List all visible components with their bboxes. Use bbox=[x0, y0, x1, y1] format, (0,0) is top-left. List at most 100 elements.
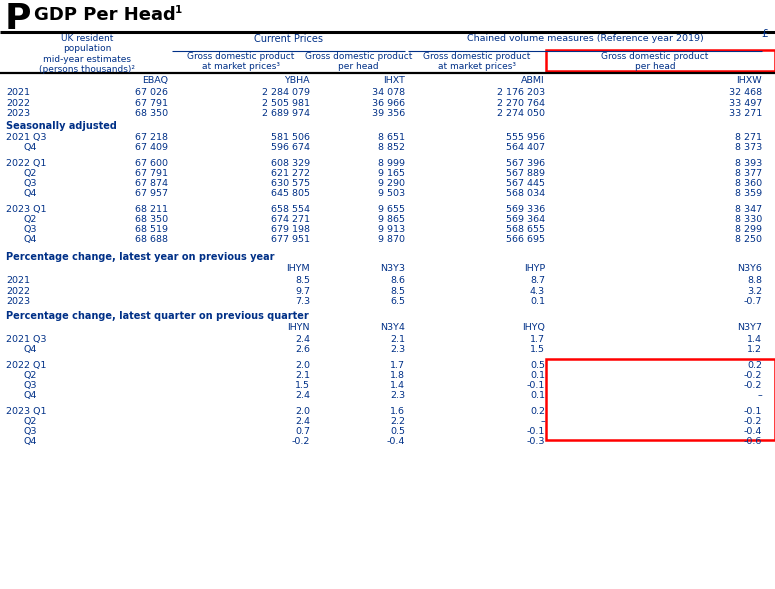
Text: 2.0: 2.0 bbox=[295, 361, 310, 370]
Text: 568 034: 568 034 bbox=[506, 189, 545, 198]
Text: 8 271: 8 271 bbox=[735, 133, 762, 142]
Text: 2022: 2022 bbox=[6, 98, 30, 108]
Text: 8.5: 8.5 bbox=[295, 276, 310, 285]
Text: 8 360: 8 360 bbox=[735, 179, 762, 188]
Text: 1.7: 1.7 bbox=[390, 361, 405, 370]
Text: YBHA: YBHA bbox=[284, 76, 310, 85]
Text: 36 966: 36 966 bbox=[372, 98, 405, 108]
Text: 2022: 2022 bbox=[6, 286, 30, 296]
Text: 8.5: 8.5 bbox=[390, 286, 405, 296]
Text: IHYN: IHYN bbox=[288, 323, 310, 332]
Text: 2 505 981: 2 505 981 bbox=[262, 98, 310, 108]
Text: 4.3: 4.3 bbox=[530, 286, 545, 296]
Text: 8 999: 8 999 bbox=[378, 159, 405, 168]
Text: 2 689 974: 2 689 974 bbox=[262, 109, 310, 118]
Text: 2022 Q1: 2022 Q1 bbox=[6, 159, 46, 168]
Text: 9 165: 9 165 bbox=[378, 169, 405, 178]
Text: 567 445: 567 445 bbox=[506, 179, 545, 188]
Text: Percentage change, latest year on previous year: Percentage change, latest year on previo… bbox=[6, 252, 274, 262]
Text: 8 250: 8 250 bbox=[735, 235, 762, 244]
Text: 9 865: 9 865 bbox=[378, 215, 405, 224]
Text: 67 600: 67 600 bbox=[135, 159, 168, 168]
Text: 568 655: 568 655 bbox=[506, 225, 545, 234]
Text: 658 554: 658 554 bbox=[271, 205, 310, 214]
Text: -0.2: -0.2 bbox=[744, 371, 762, 380]
Text: 2 270 764: 2 270 764 bbox=[497, 98, 545, 108]
Text: 9 913: 9 913 bbox=[378, 225, 405, 234]
Text: 67 409: 67 409 bbox=[135, 143, 168, 152]
Text: 67 874: 67 874 bbox=[135, 179, 168, 188]
Text: EBAQ: EBAQ bbox=[142, 76, 168, 85]
Text: 2 284 079: 2 284 079 bbox=[262, 88, 310, 97]
Text: 1.5: 1.5 bbox=[530, 345, 545, 354]
Text: 2023 Q1: 2023 Q1 bbox=[6, 205, 46, 214]
Text: 567 889: 567 889 bbox=[506, 169, 545, 178]
Text: 645 805: 645 805 bbox=[271, 189, 310, 198]
Text: Percentage change, latest quarter on previous quarter: Percentage change, latest quarter on pre… bbox=[6, 311, 308, 321]
Text: 9.7: 9.7 bbox=[295, 286, 310, 296]
Text: 608 329: 608 329 bbox=[271, 159, 310, 168]
Text: Gross domestic product
at market prices³: Gross domestic product at market prices³ bbox=[423, 52, 530, 71]
Text: Seasonally adjusted: Seasonally adjusted bbox=[6, 121, 117, 131]
Text: 1.4: 1.4 bbox=[390, 381, 405, 390]
Text: 2021: 2021 bbox=[6, 276, 30, 285]
Text: 3.2: 3.2 bbox=[747, 286, 762, 296]
Text: 7.3: 7.3 bbox=[294, 297, 310, 306]
Text: 1.2: 1.2 bbox=[747, 345, 762, 354]
Text: ABMI: ABMI bbox=[522, 76, 545, 85]
Text: Q4: Q4 bbox=[24, 437, 37, 446]
Text: N3Y3: N3Y3 bbox=[380, 264, 405, 273]
Text: -0.3: -0.3 bbox=[526, 437, 545, 446]
Text: 9 655: 9 655 bbox=[378, 205, 405, 214]
Text: 8 651: 8 651 bbox=[378, 133, 405, 142]
Text: 2.4: 2.4 bbox=[295, 335, 310, 344]
Text: P: P bbox=[5, 2, 32, 36]
Text: 569 364: 569 364 bbox=[506, 215, 545, 224]
Text: 555 956: 555 956 bbox=[506, 133, 545, 142]
Text: GDP Per Head: GDP Per Head bbox=[34, 6, 176, 24]
Text: 1: 1 bbox=[175, 5, 182, 15]
Text: 2.1: 2.1 bbox=[390, 335, 405, 344]
Text: 630 575: 630 575 bbox=[271, 179, 310, 188]
Text: 2021 Q3: 2021 Q3 bbox=[6, 335, 46, 344]
Text: 2023: 2023 bbox=[6, 297, 30, 306]
Text: 8.8: 8.8 bbox=[747, 276, 762, 285]
Text: IHXT: IHXT bbox=[383, 76, 405, 85]
Text: 8 299: 8 299 bbox=[735, 225, 762, 234]
Text: 2.6: 2.6 bbox=[295, 345, 310, 354]
Text: 33 271: 33 271 bbox=[728, 109, 762, 118]
Text: UK resident
population
mid-year estimates
(persons thousands)²: UK resident population mid-year estimate… bbox=[39, 34, 135, 74]
Text: 68 211: 68 211 bbox=[135, 205, 168, 214]
Text: 1.5: 1.5 bbox=[295, 381, 310, 390]
Text: 1.8: 1.8 bbox=[390, 371, 405, 380]
Text: N3Y7: N3Y7 bbox=[737, 323, 762, 332]
Text: IHXW: IHXW bbox=[736, 76, 762, 85]
Text: Q2: Q2 bbox=[24, 169, 37, 178]
Text: 32 468: 32 468 bbox=[728, 88, 762, 97]
Text: 0.1: 0.1 bbox=[530, 371, 545, 380]
Text: 2021 Q3: 2021 Q3 bbox=[6, 133, 46, 142]
Text: 8 359: 8 359 bbox=[735, 189, 762, 198]
Text: 0.5: 0.5 bbox=[390, 427, 405, 436]
Text: 8.7: 8.7 bbox=[530, 276, 545, 285]
Text: -0.2: -0.2 bbox=[744, 381, 762, 390]
Text: Q3: Q3 bbox=[24, 427, 37, 436]
Text: 621 272: 621 272 bbox=[271, 169, 310, 178]
Text: -0.1: -0.1 bbox=[527, 381, 545, 390]
Text: -0.4: -0.4 bbox=[744, 427, 762, 436]
Text: -0.1: -0.1 bbox=[744, 407, 762, 416]
Text: Q4: Q4 bbox=[24, 235, 37, 244]
Text: 9 290: 9 290 bbox=[378, 179, 405, 188]
Text: Q4: Q4 bbox=[24, 189, 37, 198]
Text: 0.2: 0.2 bbox=[530, 407, 545, 416]
Text: 581 506: 581 506 bbox=[271, 133, 310, 142]
Text: 67 218: 67 218 bbox=[135, 133, 168, 142]
Text: 2023 Q1: 2023 Q1 bbox=[6, 407, 46, 416]
Text: 8 852: 8 852 bbox=[378, 143, 405, 152]
Text: Gross domestic product
per head: Gross domestic product per head bbox=[601, 52, 708, 71]
Text: 2.1: 2.1 bbox=[295, 371, 310, 380]
Text: 2.0: 2.0 bbox=[295, 407, 310, 416]
Text: Q4: Q4 bbox=[24, 345, 37, 354]
Text: 8.6: 8.6 bbox=[390, 276, 405, 285]
Text: 8 377: 8 377 bbox=[735, 169, 762, 178]
